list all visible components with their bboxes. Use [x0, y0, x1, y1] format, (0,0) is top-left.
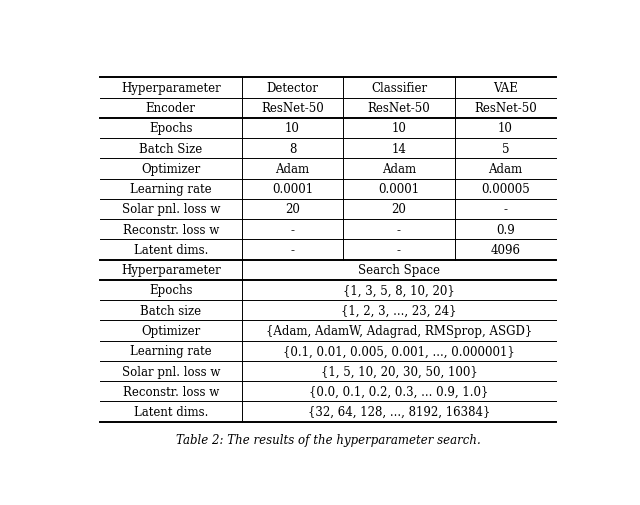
Text: 10: 10 — [285, 122, 300, 135]
Text: 5: 5 — [502, 142, 509, 156]
Text: Batch Size: Batch Size — [139, 142, 202, 156]
Text: Epochs: Epochs — [149, 284, 193, 297]
Text: Table 2: The results of the hyperparameter search.: Table 2: The results of the hyperparamet… — [175, 433, 481, 446]
Text: -: - — [397, 243, 401, 257]
Text: VAE: VAE — [493, 82, 518, 95]
Text: {1, 5, 10, 20, 30, 50, 100}: {1, 5, 10, 20, 30, 50, 100} — [321, 365, 477, 378]
Text: 0.0001: 0.0001 — [272, 183, 313, 196]
Text: Adam: Adam — [488, 163, 522, 176]
Text: 0.9: 0.9 — [496, 223, 515, 236]
Text: Reconstr. loss w: Reconstr. loss w — [123, 223, 219, 236]
Text: -: - — [291, 223, 294, 236]
Text: Optimizer: Optimizer — [141, 324, 200, 337]
Text: {1, 3, 5, 8, 10, 20}: {1, 3, 5, 8, 10, 20} — [343, 284, 455, 297]
Text: {0.0, 0.1, 0.2, 0.3, ... 0.9, 1.0}: {0.0, 0.1, 0.2, 0.3, ... 0.9, 1.0} — [309, 385, 489, 398]
Text: 14: 14 — [392, 142, 406, 156]
Text: Learning rate: Learning rate — [130, 344, 212, 358]
Text: 20: 20 — [285, 203, 300, 216]
Text: Latent dims.: Latent dims. — [134, 243, 208, 257]
Text: 10: 10 — [498, 122, 513, 135]
Text: Optimizer: Optimizer — [141, 163, 200, 176]
Text: -: - — [504, 203, 508, 216]
Text: Search Space: Search Space — [358, 264, 440, 277]
Text: {1, 2, 3, ..., 23, 24}: {1, 2, 3, ..., 23, 24} — [341, 304, 457, 317]
Text: 0.0001: 0.0001 — [378, 183, 420, 196]
Text: Detector: Detector — [266, 82, 319, 95]
Text: {0.1, 0.01, 0.005, 0.001, ..., 0.000001}: {0.1, 0.01, 0.005, 0.001, ..., 0.000001} — [283, 344, 515, 358]
Text: Hyperparameter: Hyperparameter — [121, 264, 221, 277]
Text: {Adam, AdamW, Adagrad, RMSprop, ASGD}: {Adam, AdamW, Adagrad, RMSprop, ASGD} — [266, 324, 532, 337]
Text: Batch size: Batch size — [140, 304, 202, 317]
Text: ResNet-50: ResNet-50 — [367, 102, 430, 115]
Text: Adam: Adam — [275, 163, 310, 176]
Text: Reconstr. loss w: Reconstr. loss w — [123, 385, 219, 398]
Text: Adam: Adam — [382, 163, 416, 176]
Text: ResNet-50: ResNet-50 — [261, 102, 324, 115]
Text: Hyperparameter: Hyperparameter — [121, 82, 221, 95]
Text: ResNet-50: ResNet-50 — [474, 102, 537, 115]
Text: -: - — [291, 243, 294, 257]
Text: 10: 10 — [392, 122, 406, 135]
Text: Learning rate: Learning rate — [130, 183, 212, 196]
Text: 20: 20 — [392, 203, 406, 216]
Text: -: - — [397, 223, 401, 236]
Text: Epochs: Epochs — [149, 122, 193, 135]
Text: 4096: 4096 — [490, 243, 520, 257]
Text: Solar pnl. loss w: Solar pnl. loss w — [122, 365, 220, 378]
Text: Latent dims.: Latent dims. — [134, 405, 208, 418]
Text: 0.00005: 0.00005 — [481, 183, 530, 196]
Text: 8: 8 — [289, 142, 296, 156]
Text: Solar pnl. loss w: Solar pnl. loss w — [122, 203, 220, 216]
Text: {32, 64, 128, ..., 8192, 16384}: {32, 64, 128, ..., 8192, 16384} — [308, 405, 490, 418]
Text: Encoder: Encoder — [146, 102, 196, 115]
Text: Classifier: Classifier — [371, 82, 427, 95]
